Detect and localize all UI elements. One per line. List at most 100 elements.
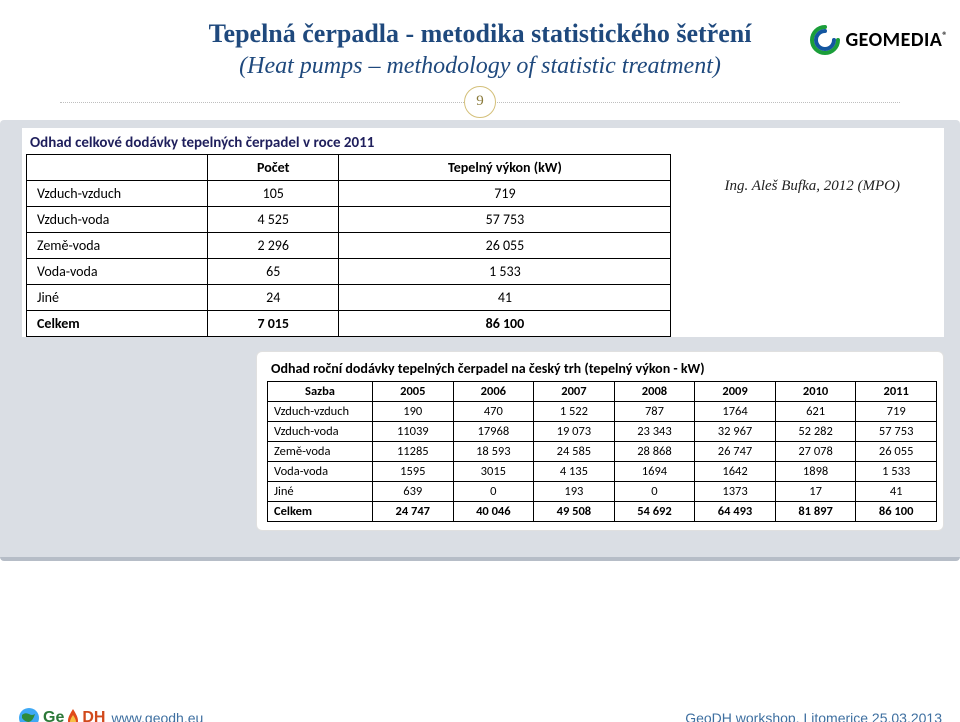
row-value: 1642 (695, 461, 776, 481)
row-value: 0 (614, 481, 695, 501)
title-subtitle: (Heat pumps – methodology of statistic t… (40, 53, 920, 80)
row-value: 190 (373, 401, 454, 421)
table2-header-year: 2011 (856, 381, 937, 401)
row-power: 57 753 (339, 206, 671, 232)
footer-url: www.geodh.eu (111, 710, 203, 722)
table-row: Celkem24 74740 04649 50854 69264 49381 8… (268, 501, 937, 521)
geomedia-swirl-icon (809, 24, 841, 56)
table-row: Vzduch-voda110391796819 07323 34332 9675… (268, 421, 937, 441)
row-value: 787 (614, 401, 695, 421)
row-label: Celkem (27, 310, 208, 336)
table-row: Vzduch-voda4 52557 753 (27, 206, 671, 232)
page-divider: 9 (0, 86, 960, 118)
table1-title: Odhad celkové dodávky tepelných čerpadel… (22, 134, 944, 152)
table-row: Voda-voda159530154 1351694164218981 533 (268, 461, 937, 481)
row-value: 1373 (695, 481, 776, 501)
row-count: 65 (208, 258, 339, 284)
table2-header-year: 2010 (775, 381, 856, 401)
row-power: 86 100 (339, 310, 671, 336)
table2-title: Odhad roční dodávky tepelných čerpadel n… (267, 360, 937, 381)
table1-container: Odhad celkové dodávky tepelných čerpadel… (22, 128, 944, 337)
row-label: Vzduch-voda (268, 421, 373, 441)
table2: Sazba2005200620072008200920102011 Vzduch… (267, 381, 937, 522)
table2-header-year: 2009 (695, 381, 776, 401)
earth-icon (18, 707, 40, 722)
row-value: 27 078 (775, 441, 856, 461)
flame-icon (67, 709, 79, 722)
row-count: 24 (208, 284, 339, 310)
row-label: Voda-voda (268, 461, 373, 481)
row-value: 24 747 (373, 501, 454, 521)
row-value: 1694 (614, 461, 695, 481)
row-value: 193 (534, 481, 615, 501)
row-value: 24 585 (534, 441, 615, 461)
table1-header-power: Tepelný výkon (kW) (339, 154, 671, 180)
table-row: Jiné2441 (27, 284, 671, 310)
brand-logo: GEOMEDIA® (809, 24, 948, 56)
table2-header-year: 2008 (614, 381, 695, 401)
row-value: 1898 (775, 461, 856, 481)
row-label: Země-voda (268, 441, 373, 461)
row-value: 3015 (453, 461, 534, 481)
table1-header-count: Počet (208, 154, 339, 180)
table-row: Voda-voda651 533 (27, 258, 671, 284)
row-value: 18 593 (453, 441, 534, 461)
row-label: Vzduch-voda (27, 206, 208, 232)
row-label: Vzduch-vzduch (27, 180, 208, 206)
table-row: Země-voda2 29626 055 (27, 232, 671, 258)
table-row: Vzduch-vzduch105719 (27, 180, 671, 206)
table-row: Vzduch-vzduch1904701 5227871764621719 (268, 401, 937, 421)
row-value: 11039 (373, 421, 454, 441)
source-citation: Ing. Aleš Bufka, 2012 (MPO) (724, 178, 900, 195)
row-value: 26 055 (856, 441, 937, 461)
row-value: 49 508 (534, 501, 615, 521)
row-power: 719 (339, 180, 671, 206)
row-count: 7 015 (208, 310, 339, 336)
table1-header-blank (27, 154, 208, 180)
row-count: 2 296 (208, 232, 339, 258)
table2-container: Odhad roční dodávky tepelných čerpadel n… (256, 351, 944, 531)
row-value: 1764 (695, 401, 776, 421)
brand-text: GEOMEDIA® (845, 28, 948, 52)
row-power: 1 533 (339, 258, 671, 284)
row-value: 1 522 (534, 401, 615, 421)
table-row: Země-voda1128518 59324 58528 86826 74727… (268, 441, 937, 461)
row-value: 17 (775, 481, 856, 501)
row-value: 26 747 (695, 441, 776, 461)
row-value: 28 868 (614, 441, 695, 461)
table2-header-year: 2006 (453, 381, 534, 401)
row-label: Vzduch-vzduch (268, 401, 373, 421)
row-value: 81 897 (775, 501, 856, 521)
page-number-badge: 9 (464, 86, 496, 118)
row-value: 17968 (453, 421, 534, 441)
row-label: Voda-voda (27, 258, 208, 284)
row-value: 0 (453, 481, 534, 501)
row-value: 86 100 (856, 501, 937, 521)
row-value: 1595 (373, 461, 454, 481)
row-value: 40 046 (453, 501, 534, 521)
row-label: Země-voda (27, 232, 208, 258)
row-value: 4 135 (534, 461, 615, 481)
row-power: 26 055 (339, 232, 671, 258)
title-main: Tepelná čerpadla - metodika statistickéh… (40, 18, 920, 51)
row-label: Jiné (27, 284, 208, 310)
row-value: 32 967 (695, 421, 776, 441)
row-value: 621 (775, 401, 856, 421)
row-value: 23 343 (614, 421, 695, 441)
footer-right: GeoDH workshop, Litomerice 25.03.2013 (685, 710, 942, 722)
row-value: 64 493 (695, 501, 776, 521)
row-label: Jiné (268, 481, 373, 501)
row-count: 4 525 (208, 206, 339, 232)
row-value: 639 (373, 481, 454, 501)
slide-footer: Ge DH www.geodh.eu GeoDH workshop, Litom… (0, 704, 960, 722)
table1: Počet Tepelný výkon (kW) Vzduch-vzduch10… (26, 154, 671, 337)
row-value: 52 282 (775, 421, 856, 441)
row-value: 719 (856, 401, 937, 421)
row-value: 470 (453, 401, 534, 421)
row-value: 41 (856, 481, 937, 501)
table-row: Celkem7 01586 100 (27, 310, 671, 336)
table2-header-year: 2007 (534, 381, 615, 401)
geodh-dh-text: DH (82, 709, 105, 722)
row-value: 54 692 (614, 501, 695, 521)
row-value: 1 533 (856, 461, 937, 481)
